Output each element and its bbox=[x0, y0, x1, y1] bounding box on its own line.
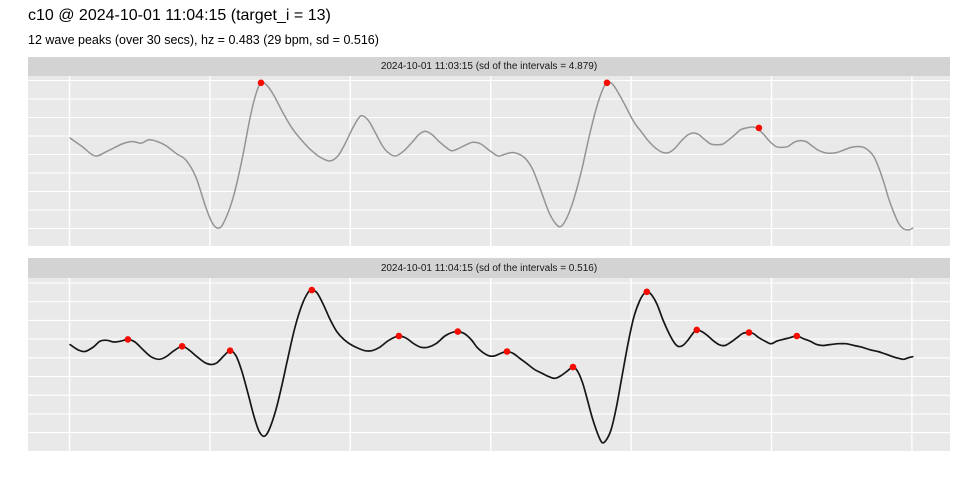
panel-background bbox=[28, 76, 950, 246]
wave-panel-bottom bbox=[28, 278, 950, 451]
peak-marker bbox=[257, 79, 265, 87]
peak-marker bbox=[643, 288, 651, 296]
peak-marker bbox=[793, 332, 801, 340]
peak-marker bbox=[226, 347, 234, 354]
panel-background bbox=[28, 278, 950, 451]
peak-marker bbox=[693, 326, 701, 334]
peak-marker bbox=[178, 343, 186, 350]
peak-marker bbox=[745, 329, 753, 336]
peak-marker bbox=[569, 363, 577, 371]
peak-marker bbox=[308, 286, 316, 294]
peak-marker bbox=[124, 336, 132, 343]
facet-strip-top: 2024-10-01 11:03:15 (sd of the intervals… bbox=[28, 57, 950, 76]
peak-marker bbox=[603, 79, 611, 87]
peak-marker bbox=[395, 332, 403, 340]
facet-strip-bottom-label: 2024-10-01 11:04:15 (sd of the intervals… bbox=[380, 262, 598, 274]
wave-line bbox=[69, 81, 914, 231]
wave-panel-top bbox=[28, 76, 950, 246]
peak-marker bbox=[755, 124, 763, 132]
faceted-wave-chart: 2024-10-01 11:03:15 (sd of the intervals… bbox=[28, 57, 950, 451]
page-title: c10 @ 2024-10-01 11:04:15 (target_i = 13… bbox=[28, 7, 331, 24]
page-subtitle: 12 wave peaks (over 30 secs), hz = 0.483… bbox=[28, 33, 379, 47]
peak-marker bbox=[454, 328, 462, 335]
facet-strip-top-label: 2024-10-01 11:03:15 (sd of the intervals… bbox=[380, 61, 598, 72]
peak-marker bbox=[503, 348, 511, 355]
facet-strip-bottom: 2024-10-01 11:04:15 (sd of the intervals… bbox=[28, 258, 950, 278]
